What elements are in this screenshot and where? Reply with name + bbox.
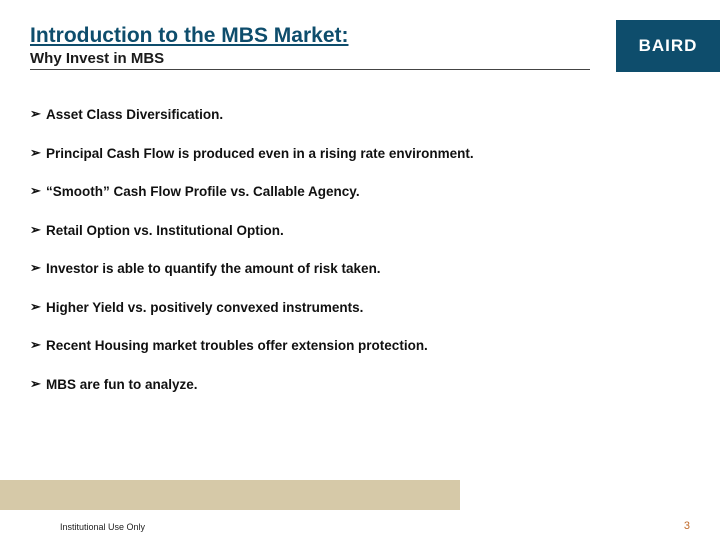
brand-logo-text: BAIRD [639, 36, 698, 56]
bullet-text: Recent Housing market troubles offer ext… [46, 337, 428, 355]
chevron-right-icon: ➢ [30, 337, 46, 354]
list-item: ➢ Retail Option vs. Institutional Option… [30, 222, 690, 240]
bullet-text: Principal Cash Flow is produced even in … [46, 145, 474, 163]
list-item: ➢ MBS are fun to analyze. [30, 376, 690, 394]
list-item: ➢ Principal Cash Flow is produced even i… [30, 145, 690, 163]
header: Introduction to the MBS Market: Why Inve… [30, 24, 690, 70]
chevron-right-icon: ➢ [30, 222, 46, 239]
bullet-text: Investor is able to quantify the amount … [46, 260, 381, 278]
bullet-list: ➢ Asset Class Diversification. ➢ Princip… [30, 106, 690, 393]
content-area: ➢ Asset Class Diversification. ➢ Princip… [30, 106, 690, 414]
chevron-right-icon: ➢ [30, 106, 46, 123]
bullet-text: MBS are fun to analyze. [46, 376, 198, 394]
list-item: ➢ Recent Housing market troubles offer e… [30, 337, 690, 355]
list-item: ➢ “Smooth” Cash Flow Profile vs. Callabl… [30, 183, 690, 201]
chevron-right-icon: ➢ [30, 299, 46, 316]
bullet-text: Retail Option vs. Institutional Option. [46, 222, 284, 240]
chevron-right-icon: ➢ [30, 183, 46, 200]
slide-subtitle: Why Invest in MBS [30, 50, 690, 67]
slide: Introduction to the MBS Market: Why Inve… [0, 0, 720, 540]
list-item: ➢ Asset Class Diversification. [30, 106, 690, 124]
bullet-text: Asset Class Diversification. [46, 106, 223, 124]
header-rule [30, 69, 590, 70]
slide-title: Introduction to the MBS Market: [30, 24, 690, 48]
footer-disclaimer: Institutional Use Only [60, 522, 145, 532]
page-number: 3 [684, 520, 690, 532]
chevron-right-icon: ➢ [30, 260, 46, 277]
footer-bar [0, 480, 460, 510]
list-item: ➢ Investor is able to quantify the amoun… [30, 260, 690, 278]
list-item: ➢ Higher Yield vs. positively convexed i… [30, 299, 690, 317]
bullet-text: Higher Yield vs. positively convexed ins… [46, 299, 363, 317]
bullet-text: “Smooth” Cash Flow Profile vs. Callable … [46, 183, 360, 201]
chevron-right-icon: ➢ [30, 145, 46, 162]
chevron-right-icon: ➢ [30, 376, 46, 393]
brand-logo: BAIRD [616, 20, 720, 72]
